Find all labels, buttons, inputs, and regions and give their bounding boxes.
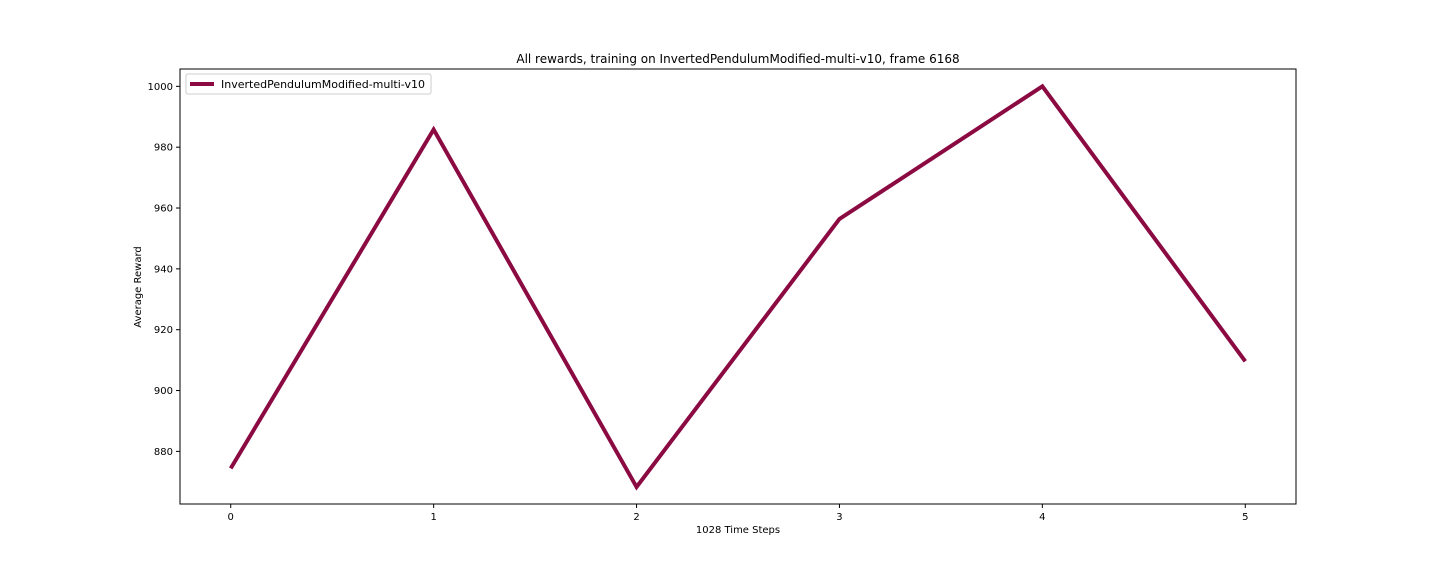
y-tick-label: 900 <box>154 386 173 397</box>
y-tick-label: 880 <box>154 447 173 458</box>
y-tick-label: 920 <box>154 325 173 336</box>
legend-box <box>185 73 432 95</box>
plot-area-frame <box>179 68 1297 505</box>
x-tick-label: 5 <box>1242 512 1248 523</box>
x-tick-label: 1 <box>430 512 436 523</box>
series-layer <box>229 83 1247 491</box>
chart-title: All rewards, training on InvertedPendulu… <box>516 52 959 66</box>
y-tick-label: 980 <box>154 143 173 154</box>
x-axis-ticks: 0 1 2 3 4 5 <box>228 504 1248 523</box>
y-tick-label: 1000 <box>148 82 173 93</box>
y-axis-ticks: 880 900 920 940 960 980 1000 <box>148 82 180 458</box>
legend: InvertedPendulumModified-multi-v10 <box>185 73 432 95</box>
x-tick-label: 4 <box>1039 512 1045 523</box>
x-tick-label: 0 <box>228 512 234 523</box>
x-axis-label: 1028 Time Steps <box>696 525 780 536</box>
y-axis-label: Average Reward <box>133 246 144 327</box>
series-line <box>229 83 1247 491</box>
y-tick-label: 940 <box>154 264 173 275</box>
legend-label: InvertedPendulumModified-multi-v10 <box>221 78 425 91</box>
x-tick-label: 3 <box>836 512 842 523</box>
y-tick-label: 960 <box>154 204 173 215</box>
x-tick-label: 2 <box>633 512 639 523</box>
